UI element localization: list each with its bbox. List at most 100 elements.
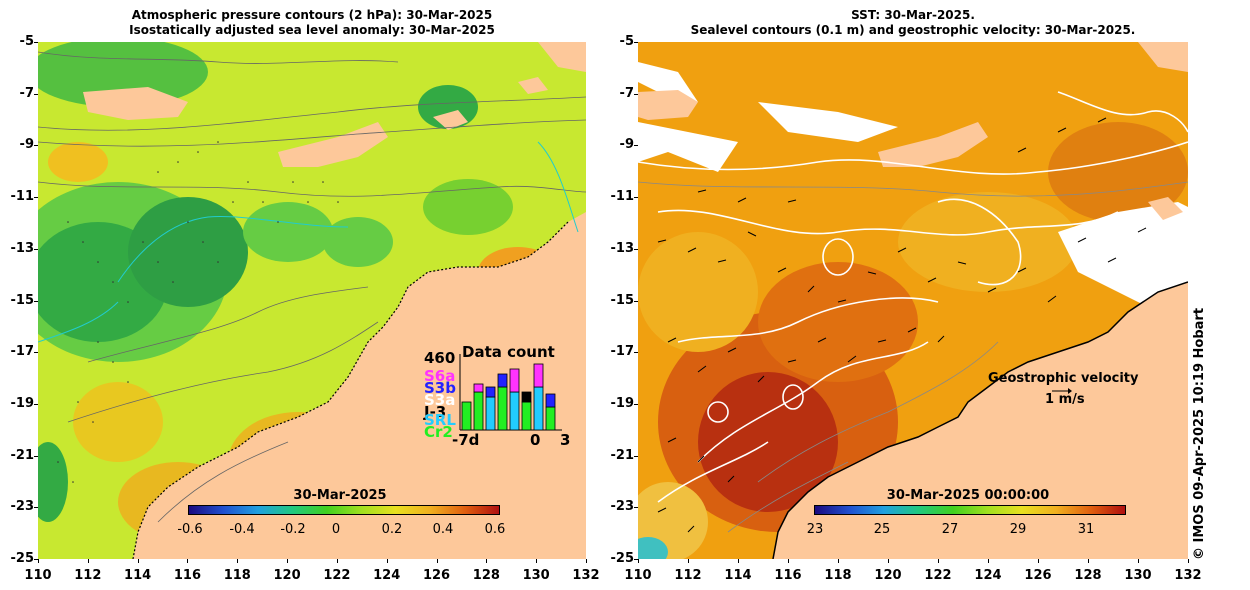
right-cbar-tick: 31 — [1077, 522, 1095, 537]
left-x-tick-mark — [536, 559, 538, 563]
right-y-tick-mark — [634, 507, 638, 509]
data-count-axis-left: -7d — [452, 431, 480, 449]
left-y-tick-label: -9 — [19, 137, 34, 153]
right-x-tick-mark — [788, 559, 789, 563]
right-x-tick-label: 116 — [774, 568, 802, 583]
left-y-tick-label: -23 — [10, 499, 35, 515]
right-panel-title: SST: 30-Mar-2025. Sealevel contours (0.1… — [638, 8, 1188, 38]
left-y-tick-mark — [34, 145, 38, 147]
left-y-tick-label: -15 — [10, 292, 35, 308]
velocity-legend-title: Geostrophic velocity — [988, 371, 1139, 386]
imos-watermark: © IMOS 09-Apr-2025 10:19 Hobart — [1192, 307, 1207, 560]
left-cbar-tick: 0 — [331, 522, 341, 537]
left-y-tick-mark — [34, 42, 38, 43]
right-title-line1: SST: 30-Mar-2025. — [851, 8, 975, 22]
left-x-tick-mark — [436, 559, 438, 563]
left-cbar-tick: -0.2 — [280, 522, 306, 537]
left-x-tick-mark — [336, 559, 338, 563]
sat-label-j3: J-3 — [424, 403, 447, 421]
right-x-tick-mark — [1138, 559, 1139, 563]
left-map — [38, 42, 586, 559]
right-x-tick-mark — [938, 559, 939, 563]
right-y-tick-mark — [634, 455, 638, 457]
right-x-tick-label: 110 — [624, 568, 652, 583]
right-cbar-tick: 29 — [1009, 522, 1027, 537]
right-title-line2: Sealevel contours (0.1 m) and geostrophi… — [690, 23, 1136, 37]
left-x-tick-mark — [237, 559, 239, 563]
right-x-tick-label: 128 — [1074, 568, 1102, 583]
left-x-tick-mark — [38, 559, 39, 563]
left-colorbar — [188, 505, 500, 515]
left-cbar-tick: -0.6 — [177, 522, 203, 537]
right-cbar-tick: 27 — [941, 522, 959, 537]
data-count-max: 460 — [424, 349, 456, 367]
right-y-tick-label: -5 — [619, 34, 634, 49]
right-colorbar — [814, 505, 1126, 515]
left-x-tick-label: 128 — [472, 568, 500, 583]
left-x-tick-label: 110 — [24, 568, 52, 583]
left-title-line2: Isostatically adjusted sea level anomaly… — [129, 23, 495, 37]
sea-level-anomaly-map — [38, 42, 586, 559]
right-x-tick-label: 124 — [974, 568, 1002, 583]
left-x-tick-label: 118 — [223, 568, 251, 583]
left-x-tick-label: 114 — [124, 568, 152, 583]
left-y-tick-mark — [34, 403, 38, 405]
sst-map — [638, 42, 1188, 559]
left-y-tick-mark — [34, 559, 38, 560]
right-x-tick-label: 114 — [724, 568, 752, 583]
right-y-tick-mark — [634, 300, 638, 302]
right-y-tick-mark — [634, 559, 638, 560]
right-y-tick-mark — [634, 145, 638, 147]
right-map — [638, 42, 1188, 559]
right-x-tick-mark — [688, 559, 689, 563]
left-x-tick-label: 116 — [173, 568, 202, 583]
right-y-tick-mark — [634, 93, 638, 95]
left-x-tick-mark — [137, 559, 139, 563]
right-y-tick-label: -21 — [610, 447, 635, 463]
right-colorbar-title: 30-Mar-2025 00:00:00 — [886, 488, 1050, 503]
right-y-tick-mark — [634, 352, 638, 354]
left-y-tick-label: -17 — [10, 344, 35, 360]
data-count-title: Data count — [462, 343, 555, 361]
right-y-tick-label: -25 — [610, 551, 635, 566]
right-y-tick-label: -15 — [610, 292, 635, 308]
sat-label-s3a: S3a — [424, 391, 456, 409]
left-y-tick-mark — [34, 455, 38, 457]
left-x-tick-label: 122 — [323, 568, 351, 583]
left-cbar-tick: 0.4 — [432, 522, 454, 537]
left-cbar-tick: -0.4 — [229, 522, 255, 537]
sat-label-s6a: S6a — [424, 367, 456, 385]
left-x-tick-label: 132 — [572, 568, 600, 583]
right-x-tick-label: 120 — [874, 568, 902, 583]
right-x-tick-label: 126 — [1024, 568, 1052, 583]
data-count-inset — [459, 354, 562, 431]
right-x-tick-mark — [988, 559, 989, 563]
right-y-tick-label: -11 — [610, 189, 635, 205]
left-x-tick-label: 124 — [373, 568, 401, 583]
left-y-tick-label: -25 — [10, 551, 35, 566]
left-x-tick-mark — [486, 559, 488, 563]
right-y-tick-mark — [634, 248, 638, 250]
velocity-arrows — [657, 117, 1147, 533]
right-x-tick-label: 112 — [674, 568, 702, 583]
left-colorbar-title: 30-Mar-2025 — [293, 488, 387, 503]
left-y-tick-mark — [34, 300, 38, 302]
left-y-tick-mark — [34, 248, 38, 250]
left-x-tick-mark — [586, 559, 587, 563]
left-x-tick-label: 120 — [273, 568, 301, 583]
sat-label-s3b: S3b — [424, 379, 456, 397]
data-count-axis-mid: 0 — [530, 431, 541, 449]
left-title-line1: Atmospheric pressure contours (2 hPa): 3… — [131, 8, 493, 22]
right-y-tick-label: -13 — [610, 240, 635, 256]
left-x-tick-mark — [187, 559, 189, 563]
right-y-tick-mark — [634, 403, 638, 405]
right-y-tick-mark — [634, 197, 638, 199]
right-x-tick-mark — [1038, 559, 1039, 563]
left-y-tick-mark — [34, 93, 38, 95]
right-x-tick-mark — [1088, 559, 1089, 563]
right-cbar-tick: 25 — [873, 522, 891, 537]
right-y-tick-label: -17 — [610, 344, 635, 360]
right-x-tick-label: 122 — [924, 568, 952, 583]
right-x-tick-mark — [838, 559, 839, 563]
left-x-tick-mark — [287, 559, 289, 563]
